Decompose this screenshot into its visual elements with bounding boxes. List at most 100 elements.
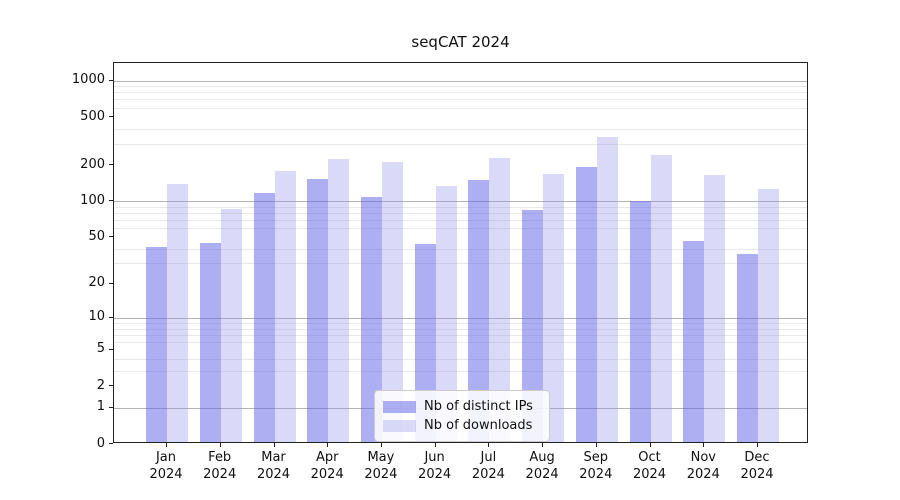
- y-tick-mark: [109, 200, 113, 202]
- bar-distinct-ips-jul: [468, 179, 490, 442]
- x-tick-month: Apr: [315, 450, 339, 465]
- y-tick-mark: [109, 164, 113, 166]
- x-tick-mark: [488, 443, 490, 447]
- legend-row-downloads: Nb of downloads: [383, 416, 539, 435]
- minor-gridline: [114, 328, 807, 330]
- bar-downloads-feb: [220, 209, 242, 442]
- bar-downloads-sep: [596, 136, 618, 442]
- y-tick-mark: [109, 385, 113, 387]
- bar-distinct-ips-may: [360, 197, 382, 442]
- x-tick-month: Jun: [424, 450, 445, 465]
- y-tick-label: 10: [88, 309, 105, 325]
- minor-gridline: [114, 359, 807, 361]
- major-gridline: [114, 317, 807, 319]
- x-tick-label-may: May 2024: [351, 449, 411, 483]
- minor-gridline: [114, 263, 807, 265]
- bar-distinct-ips-apr: [307, 178, 329, 442]
- bar-distinct-ips-aug: [522, 210, 544, 442]
- x-tick-month: Jul: [480, 450, 497, 465]
- x-tick-month: May: [367, 450, 395, 465]
- x-tick-month: Dec: [744, 450, 770, 465]
- x-tick-label-dec: Dec 2024: [727, 449, 787, 483]
- y-tick-label: 500: [80, 108, 105, 124]
- y-tick-label: 1000: [71, 72, 105, 88]
- x-tick-year: 2024: [579, 467, 613, 482]
- legend-label-downloads: Nb of downloads: [424, 418, 533, 433]
- x-tick-mark: [757, 443, 758, 447]
- x-tick-mark: [219, 443, 221, 447]
- x-tick-month: Aug: [529, 450, 555, 465]
- x-tick-label-aug: Aug 2024: [512, 449, 572, 483]
- x-tick-month: Feb: [208, 450, 232, 465]
- x-tick-mark: [434, 443, 436, 447]
- y-tick-mark: [109, 348, 113, 350]
- y-tick-mark: [109, 116, 113, 118]
- y-tick-label: 100: [80, 192, 105, 208]
- legend-row-distinct-ips: Nb of distinct IPs: [383, 397, 539, 416]
- bar-downloads-aug: [543, 174, 565, 442]
- bar-distinct-ips-mar: [253, 193, 275, 442]
- minor-gridline: [114, 248, 807, 250]
- x-tick-label-sep: Sep 2024: [566, 449, 626, 483]
- x-tick-year: 2024: [632, 467, 667, 482]
- minor-gridline: [114, 227, 807, 229]
- x-tick-label-mar: Mar 2024: [244, 449, 304, 483]
- y-tick-label: 50: [88, 228, 105, 244]
- y-tick-mark: [109, 316, 113, 318]
- x-tick-year: 2024: [525, 467, 559, 482]
- bar-downloads-nov: [704, 174, 726, 442]
- y-tick-label: 20: [88, 275, 105, 291]
- minor-gridline: [114, 206, 807, 208]
- minor-gridline: [114, 322, 807, 324]
- x-tick-mark: [166, 443, 167, 447]
- x-tick-year: 2024: [310, 467, 344, 482]
- x-tick-year: 2024: [203, 467, 237, 482]
- bar-downloads-jan: [167, 183, 188, 442]
- x-tick-month: Jan: [155, 450, 177, 465]
- bar-downloads-jul: [489, 157, 511, 442]
- x-tick-label-jun: Jun 2024: [405, 449, 465, 483]
- legend-swatch-distinct-ips: [383, 400, 416, 413]
- x-tick-label-jan: Jan 2024: [136, 449, 196, 483]
- y-tick-label: 200: [80, 156, 105, 172]
- x-tick-mark: [649, 443, 651, 447]
- x-tick-mark: [542, 443, 544, 447]
- minor-gridline: [114, 341, 807, 343]
- x-tick-month: Oct: [638, 450, 661, 465]
- minor-gridline: [114, 212, 807, 214]
- x-tick-mark: [273, 443, 275, 447]
- bar-downloads-may: [381, 161, 403, 442]
- bar-distinct-ips-jan: [146, 246, 167, 442]
- x-tick-year: 2024: [149, 467, 183, 482]
- x-tick-year: 2024: [740, 467, 774, 482]
- y-tick-mark: [109, 406, 113, 408]
- bar-distinct-ips-nov: [683, 240, 705, 442]
- bar-downloads-mar: [274, 171, 296, 442]
- y-tick-label: 0: [96, 435, 105, 451]
- plot-area: [113, 62, 808, 443]
- x-tick-mark: [380, 443, 382, 447]
- x-tick-year: 2024: [418, 467, 452, 482]
- bar-downloads-apr: [328, 158, 350, 442]
- minor-gridline: [114, 143, 807, 145]
- minor-gridline: [114, 107, 807, 109]
- x-tick-year: 2024: [364, 467, 398, 482]
- x-tick-year: 2024: [256, 467, 291, 482]
- y-tick-mark: [109, 236, 113, 238]
- chart-title: seqCAT 2024: [411, 33, 510, 51]
- minor-gridline: [114, 99, 807, 101]
- bar-distinct-ips-oct: [629, 201, 651, 442]
- bar-downloads-jun: [435, 186, 457, 442]
- x-tick-mark: [327, 443, 329, 447]
- bar-downloads-oct: [650, 154, 672, 442]
- minor-gridline: [114, 371, 807, 373]
- x-tick-mark: [595, 443, 597, 447]
- legend-label-distinct-ips: Nb of distinct IPs: [424, 399, 533, 414]
- minor-gridline: [114, 334, 807, 336]
- y-tick-label: 1: [96, 399, 105, 414]
- y-tick-mark: [109, 443, 113, 444]
- major-gridline: [114, 80, 807, 82]
- minor-gridline: [114, 92, 807, 94]
- minor-gridline: [114, 128, 807, 130]
